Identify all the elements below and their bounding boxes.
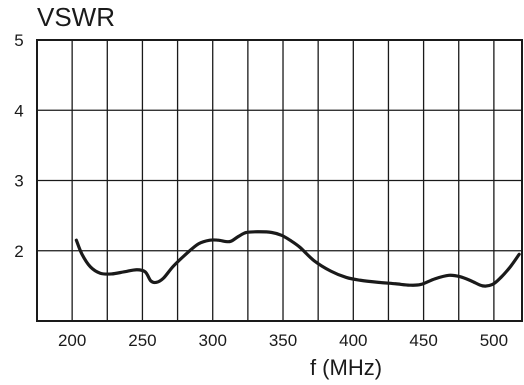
y-tick-label: 5 bbox=[14, 31, 23, 50]
x-axis-title: f (MHz) bbox=[310, 355, 382, 380]
x-tick-label: 300 bbox=[199, 331, 227, 350]
x-tick-label: 450 bbox=[409, 331, 437, 350]
x-tick-label: 500 bbox=[480, 331, 508, 350]
tick-labels: 200 250 300 350 400 450 500 2 3 4 5 bbox=[14, 31, 508, 350]
y-tick-label: 3 bbox=[14, 172, 23, 191]
x-tick-label: 250 bbox=[128, 331, 156, 350]
y-axis-title: VSWR bbox=[37, 2, 115, 32]
y-tick-label: 2 bbox=[14, 242, 23, 261]
plot-frame bbox=[36, 39, 523, 322]
x-tick-label: 400 bbox=[339, 331, 367, 350]
x-tick-label: 200 bbox=[58, 331, 86, 350]
grid-lines bbox=[37, 40, 522, 321]
y-tick-label: 4 bbox=[14, 101, 23, 120]
vswr-line bbox=[74, 230, 521, 288]
x-tick-label: 350 bbox=[269, 331, 297, 350]
